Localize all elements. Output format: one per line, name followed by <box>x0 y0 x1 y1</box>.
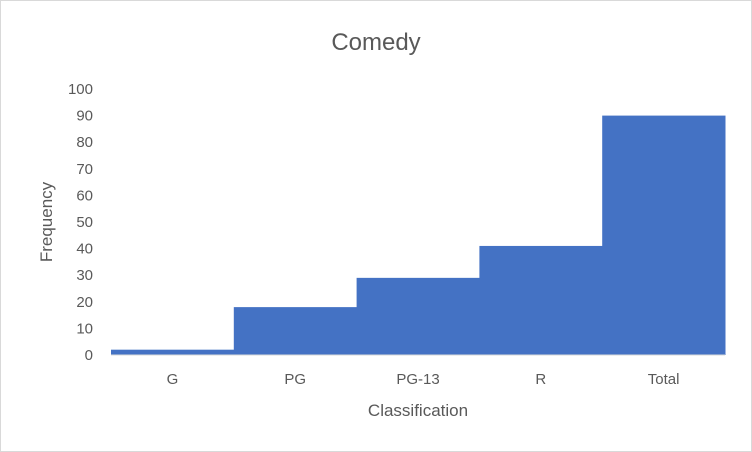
bar-pg-13 <box>356 277 480 355</box>
x-tick-label: Total <box>648 371 680 388</box>
y-tick-label: 30 <box>76 267 93 284</box>
bar-g <box>111 349 235 355</box>
y-tick-label: 20 <box>76 294 93 311</box>
y-tick-label: 10 <box>76 320 93 337</box>
chart-title: Comedy <box>331 29 421 56</box>
y-tick-labels: 0 10 20 30 40 50 60 70 80 90 100 <box>68 81 93 364</box>
y-tick-label: 60 <box>76 187 93 204</box>
bar-r <box>479 245 603 355</box>
y-tick-label: 0 <box>85 347 93 364</box>
bars-group <box>111 115 726 355</box>
x-tick-label: G <box>167 371 179 388</box>
y-tick-label: 50 <box>76 214 93 231</box>
y-tick-label: 40 <box>76 241 93 258</box>
x-axis-title: Classification <box>368 401 468 420</box>
y-tick-label: 70 <box>76 161 93 178</box>
bar-pg <box>233 307 358 355</box>
y-tick-label: 90 <box>76 108 93 125</box>
y-tick-label: 80 <box>76 134 93 151</box>
x-tick-label: PG <box>284 371 306 388</box>
bar-total <box>602 115 726 355</box>
y-axis-title: Frequency <box>37 181 56 262</box>
x-tick-label: PG-13 <box>396 371 439 388</box>
y-tick-label: 100 <box>68 81 93 98</box>
x-tick-labels: G PG PG-13 R Total <box>167 371 680 388</box>
x-tick-label: R <box>535 371 546 388</box>
